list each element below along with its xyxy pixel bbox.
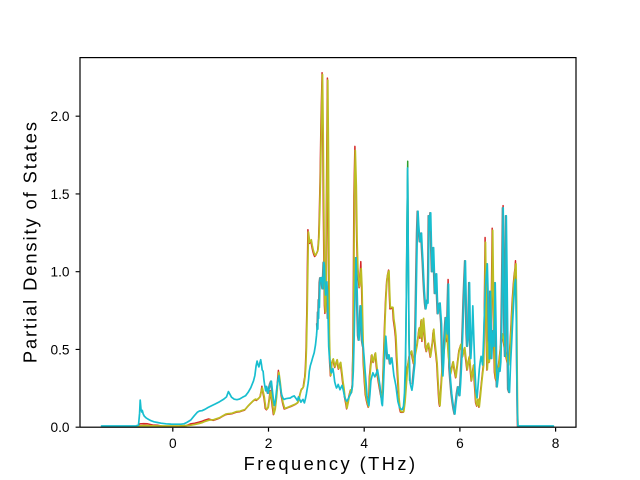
svg-text:2.0: 2.0 <box>50 109 69 124</box>
svg-text:8: 8 <box>552 436 560 451</box>
svg-text:0.5: 0.5 <box>50 342 69 357</box>
svg-text:4: 4 <box>360 436 368 451</box>
svg-text:2: 2 <box>265 436 273 451</box>
svg-text:Partial Density of States: Partial Density of States <box>20 120 41 363</box>
svg-text:0.0: 0.0 <box>50 420 69 435</box>
svg-text:1.5: 1.5 <box>50 187 69 202</box>
svg-text:0: 0 <box>169 436 177 451</box>
svg-text:6: 6 <box>456 436 464 451</box>
svg-text:Frequency (THz): Frequency (THz) <box>244 453 418 474</box>
svg-text:1.0: 1.0 <box>50 265 69 280</box>
